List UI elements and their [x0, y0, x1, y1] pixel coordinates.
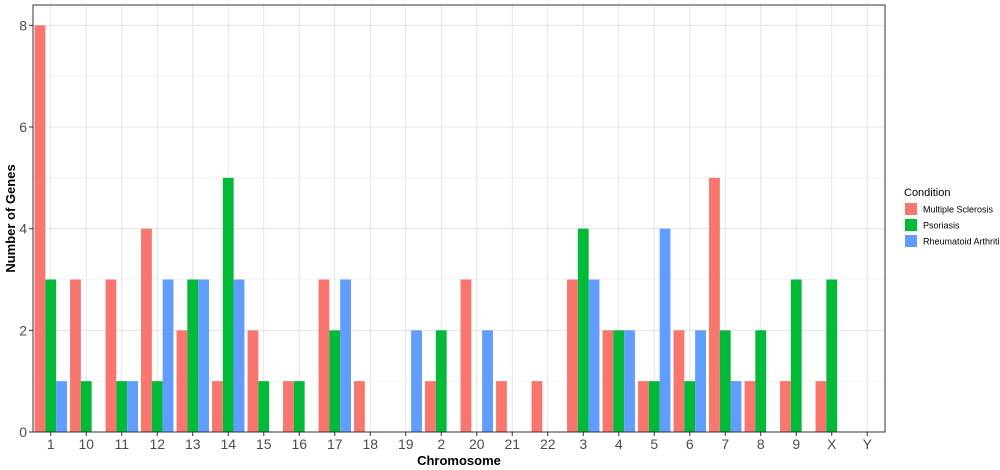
y-tick-label: 4	[19, 221, 27, 237]
x-tick-label: 8	[757, 436, 765, 452]
x-tick-label: 11	[114, 436, 129, 452]
x-tick-label: 4	[615, 436, 623, 452]
bar-psoriasis-chr-9	[790, 279, 802, 432]
bar-multiple-sclerosis-chr-17	[318, 279, 330, 432]
bar-rheumatoid-arthritis-chr-13	[198, 279, 209, 432]
x-tick-label: 21	[504, 436, 520, 452]
bar-psoriasis-chr-2	[435, 330, 447, 432]
legend-label: Psoriasis	[923, 221, 960, 231]
x-tick-label: 7	[721, 436, 729, 452]
bar-multiple-sclerosis-chr-12	[141, 228, 152, 432]
bars	[34, 25, 838, 432]
legend-swatch	[905, 235, 917, 247]
bar-multiple-sclerosis-chr-22	[531, 381, 543, 432]
bar-psoriasis-chr-5	[648, 381, 660, 432]
bar-psoriasis-chr-10	[80, 381, 92, 432]
bar-rheumatoid-arthritis-chr-3	[588, 279, 600, 432]
bar-psoriasis-chr-16	[293, 381, 305, 432]
bar-psoriasis-chr-12	[151, 381, 163, 432]
bar-rheumatoid-arthritis-chr-11	[127, 381, 138, 432]
plot-panel-border	[32, 4, 886, 433]
bar-multiple-sclerosis-chr-15	[247, 330, 259, 432]
bar-multiple-sclerosis-chr-7	[709, 177, 720, 432]
bar-multiple-sclerosis-chr-4	[602, 330, 614, 432]
bar-multiple-sclerosis-chr-1	[34, 25, 46, 432]
bar-rheumatoid-arthritis-chr-20	[482, 330, 493, 432]
bar-rheumatoid-arthritis-chr-14	[233, 279, 245, 432]
bar-psoriasis-chr-3	[577, 228, 589, 432]
x-tick-label: 10	[78, 436, 94, 452]
bar-psoriasis-chr-6	[684, 381, 696, 432]
bar-rheumatoid-arthritis-chr-12	[162, 279, 174, 432]
bar-multiple-sclerosis-chr-6	[673, 330, 685, 432]
x-tick-label: 15	[256, 436, 272, 452]
bar-rheumatoid-arthritis-chr-1	[56, 381, 67, 432]
bar-multiple-sclerosis-chr-20	[460, 279, 472, 432]
bar-psoriasis-chr-17	[329, 330, 341, 432]
bar-multiple-sclerosis-chr-13	[176, 330, 188, 432]
x-tick-label: 9	[792, 436, 800, 452]
bar-multiple-sclerosis-chr-10	[70, 279, 81, 432]
bar-multiple-sclerosis-chr-16	[283, 381, 294, 432]
legend-swatch	[905, 219, 917, 231]
legend-swatch	[905, 203, 917, 215]
bar-psoriasis-chr-8	[755, 330, 767, 432]
bar-multiple-sclerosis-chr-5	[638, 381, 649, 432]
x-tick-label: 20	[469, 436, 485, 452]
x-axis-title: Chromosome	[417, 453, 501, 468]
x-tick-label: 3	[579, 436, 587, 452]
y-tick-label: 8	[19, 17, 27, 33]
y-tick-label: 2	[19, 322, 27, 338]
x-tick-label: 22	[540, 436, 556, 452]
x-tick-label: 14	[220, 436, 236, 452]
bar-rheumatoid-arthritis-chr-5	[659, 228, 671, 432]
bar-psoriasis-chr-7	[719, 330, 731, 432]
bar-multiple-sclerosis-chr-21	[496, 381, 507, 432]
legend-label: Multiple Sclerosis	[923, 205, 994, 215]
x-tick-label: 19	[398, 436, 414, 452]
bar-psoriasis-chr-4	[613, 330, 625, 432]
bar-rheumatoid-arthritis-chr-19	[411, 330, 422, 432]
bar-multiple-sclerosis-chr-2	[425, 381, 436, 432]
bar-multiple-sclerosis-chr-11	[105, 279, 117, 432]
bar-rheumatoid-arthritis-chr-17	[340, 279, 351, 432]
bar-psoriasis-chr-X	[826, 279, 838, 432]
x-tick-label: 12	[149, 436, 165, 452]
x-tick-label: 17	[327, 436, 343, 452]
bar-psoriasis-chr-14	[222, 177, 234, 432]
x-tick-label: Y	[863, 436, 873, 452]
bar-rheumatoid-arthritis-chr-7	[730, 381, 742, 432]
x-tick-label: 18	[362, 436, 378, 452]
bar-psoriasis-chr-11	[116, 381, 128, 432]
legend-title: Condition	[904, 187, 950, 199]
bar-multiple-sclerosis-chr-8	[744, 381, 756, 432]
x-tick-label: 6	[686, 436, 694, 452]
y-tick-label: 0	[19, 424, 27, 440]
bar-multiple-sclerosis-chr-18	[354, 381, 365, 432]
bar-multiple-sclerosis-chr-14	[212, 381, 223, 432]
x-tick-label: 13	[185, 436, 201, 452]
bar-rheumatoid-arthritis-chr-6	[695, 330, 706, 432]
bar-psoriasis-chr-13	[187, 279, 199, 432]
y-tick-label: 6	[19, 119, 27, 135]
x-tick-label: X	[827, 436, 837, 452]
x-tick-label: 5	[650, 436, 658, 452]
bar-psoriasis-chr-15	[258, 381, 270, 432]
bar-multiple-sclerosis-chr-X	[815, 381, 827, 432]
y-axis-title: Number of Genes	[3, 164, 18, 272]
axes: 0 2 4 6 8 1 10 11 12 13 14 15 16 17 18 19 2 20 21 22 3 4 5 6 7 8 9…	[19, 17, 872, 452]
x-tick-label: 1	[47, 436, 55, 452]
bar-multiple-sclerosis-chr-3	[567, 279, 578, 432]
x-tick-label: 2	[437, 436, 445, 452]
x-tick-label: 16	[291, 436, 307, 452]
bar-rheumatoid-arthritis-chr-4	[624, 330, 635, 432]
legend-label: Rheumatoid Arthritis	[923, 237, 1000, 247]
legend: Condition Multiple Sclerosis Psoriasis Rhe…	[904, 187, 1000, 247]
bar-multiple-sclerosis-chr-9	[780, 381, 791, 432]
bar-psoriasis-chr-1	[45, 279, 57, 432]
